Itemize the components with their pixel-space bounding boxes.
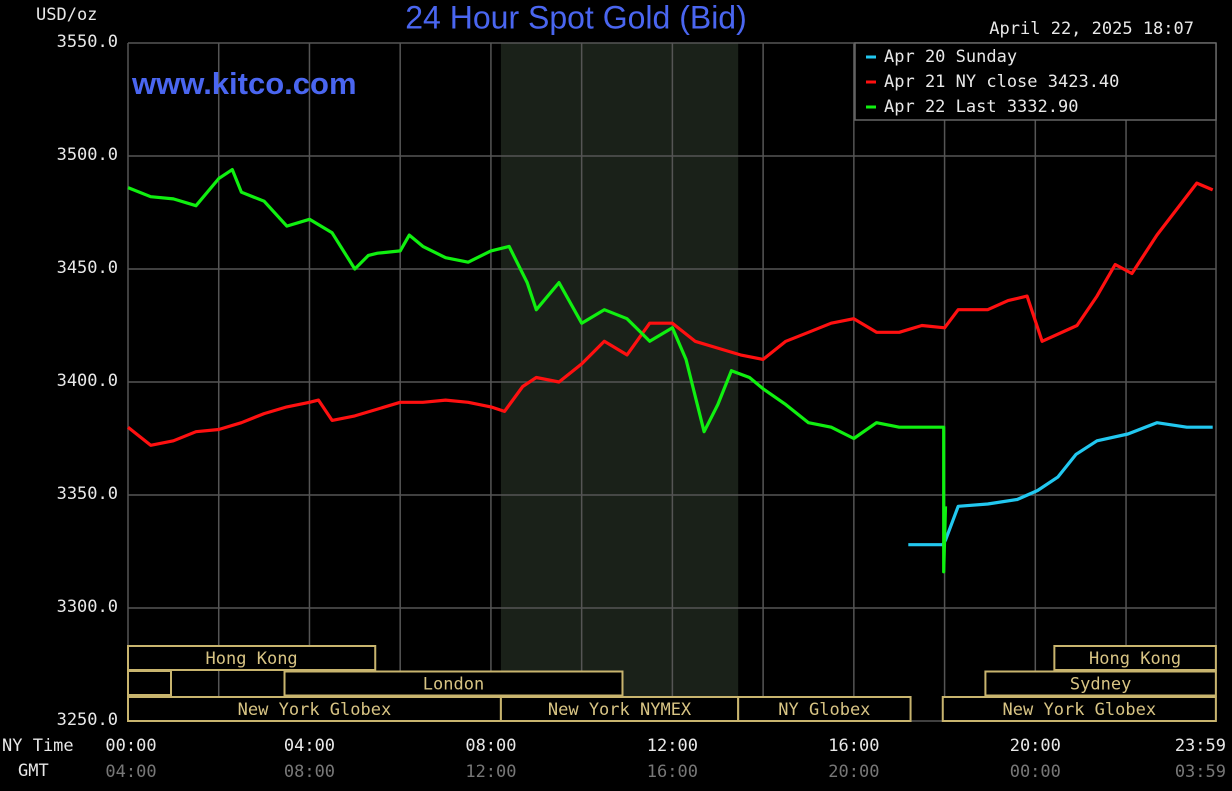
session-label: New York NYMEX: [548, 700, 692, 720]
x2-tick-label: 16:00: [647, 762, 698, 782]
chart-title: 24 Hour Spot Gold (Bid): [405, 0, 747, 35]
x-axis-label: NY Time: [2, 736, 74, 756]
timestamp: April 22, 2025 18:07: [989, 19, 1194, 39]
session-label: Hong Kong: [1089, 649, 1181, 669]
grid-layer: [127, 42, 1217, 722]
x-tick-label: 08:00: [465, 736, 516, 756]
x2-axis-label: GMT: [18, 761, 49, 781]
session-label: Hong Kong: [206, 649, 298, 669]
y-tick-label: 3250.0: [57, 710, 118, 730]
x2-tick-label: 20:00: [828, 762, 879, 782]
series-line: [908, 421, 1213, 547]
session-box: [127, 670, 172, 696]
session-box: [1053, 645, 1217, 671]
y-tick-label: 3550.0: [57, 32, 118, 52]
legend-box: [854, 42, 1217, 121]
y-tick-label: 3500.0: [57, 145, 118, 165]
watermark: www.kitco.com: [131, 66, 357, 101]
session-box: [984, 670, 1217, 697]
x-tick-label: 00:00: [105, 736, 156, 756]
x-tick-label: 23:59: [1175, 736, 1226, 756]
session-box: [499, 696, 740, 722]
x2-tick-label: 08:00: [284, 762, 335, 782]
series-line: [127, 168, 948, 574]
line-layer: [127, 168, 1214, 574]
x2-tick-label: 03:59: [1175, 762, 1226, 782]
x-tick-label: 12:00: [647, 736, 698, 756]
y-tick-label: 3350.0: [57, 484, 118, 504]
session-label: Sydney: [1070, 675, 1131, 695]
y-unit: USD/oz: [36, 5, 97, 25]
x-tick-label: 04:00: [284, 736, 335, 756]
session-box: [127, 696, 502, 722]
y-tick-label: 3400.0: [57, 371, 118, 391]
session-box: [127, 645, 377, 671]
legend-label: Apr 20 Sunday: [884, 47, 1017, 67]
x-tick-label: 20:00: [1010, 736, 1061, 756]
session-label: New York Globex: [1003, 700, 1157, 720]
session-box: [283, 670, 624, 697]
x2-tick-label: 00:00: [1010, 762, 1061, 782]
session-box: [941, 696, 1217, 722]
legend-label: Apr 21 NY close 3423.40: [884, 72, 1119, 92]
x2-tick-label: 04:00: [105, 762, 156, 782]
session-label: NY Globex: [778, 700, 870, 720]
session-label: London: [423, 675, 484, 695]
y-tick-label: 3300.0: [57, 597, 118, 617]
x2-tick-label: 12:00: [465, 762, 516, 782]
x-tick-label: 16:00: [828, 736, 879, 756]
session-layer: Hong Kong Hong Kong London Sydney New York G…: [127, 645, 1217, 722]
session-label: New York Globex: [238, 700, 392, 720]
y-tick-label: 3450.0: [57, 258, 118, 278]
legend-label: Apr 22 Last 3332.90: [884, 97, 1078, 117]
series-line: [127, 181, 1214, 447]
session-box: [737, 696, 912, 722]
